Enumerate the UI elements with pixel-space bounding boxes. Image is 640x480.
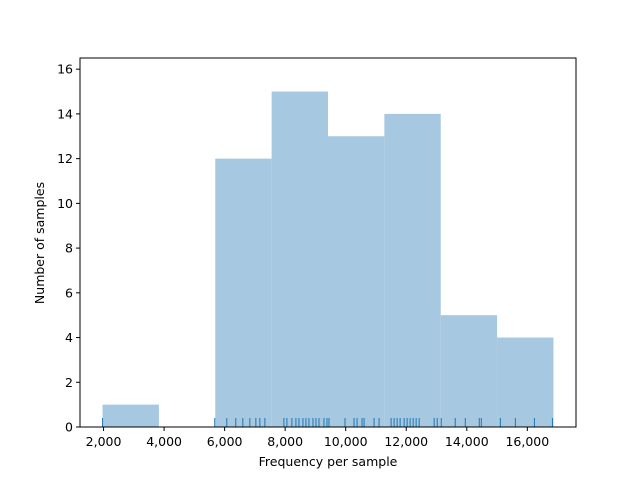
y-axis-label: Number of samples (32, 182, 47, 304)
x-tick-label: 2,000 (86, 434, 122, 449)
x-tick-label: 16,000 (505, 434, 549, 449)
y-tick-label: 6 (65, 285, 73, 300)
bar (440, 315, 498, 427)
bar (497, 337, 554, 427)
x-tick-label: 4,000 (146, 434, 182, 449)
plot-frame (79, 57, 577, 428)
bar (328, 136, 385, 428)
y-tick-label: 0 (65, 420, 73, 435)
x-tick-label: 12,000 (384, 434, 428, 449)
bar (215, 158, 272, 428)
y-tick-label: 2 (65, 375, 73, 390)
x-tick-label: 6,000 (207, 434, 243, 449)
bar (384, 113, 441, 427)
y-tick-label: 4 (65, 330, 73, 345)
y-tick-label: 8 (65, 241, 73, 256)
x-axis-label: Frequency per sample (259, 454, 398, 469)
y-tick-label: 10 (57, 196, 73, 211)
x-tick-label: 8,000 (267, 434, 303, 449)
bar (271, 91, 328, 427)
x-tick-label: 10,000 (324, 434, 368, 449)
y-tick-label: 16 (57, 62, 73, 77)
y-tick-label: 14 (57, 106, 73, 121)
x-tick-label: 14,000 (445, 434, 489, 449)
bar (102, 404, 159, 427)
y-tick-label: 12 (57, 151, 73, 166)
